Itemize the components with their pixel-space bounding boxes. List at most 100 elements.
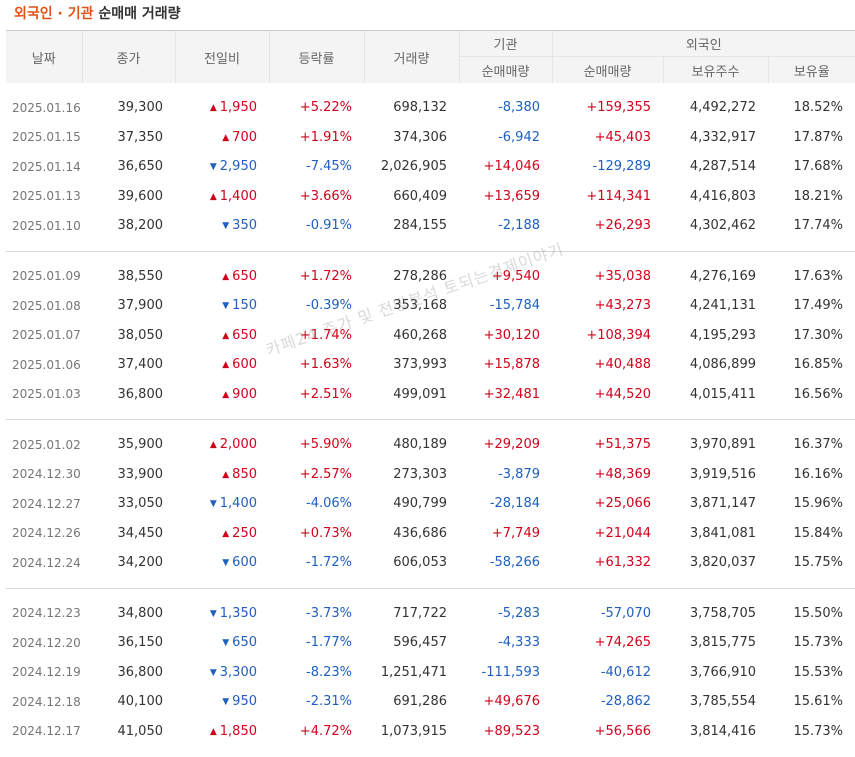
cell-inst: +49,676: [483, 694, 540, 710]
cell-shares: 4,287,514: [689, 159, 756, 175]
triangle-up-icon: ▲: [209, 191, 217, 202]
cell-ratio: 15.73%: [793, 723, 844, 739]
cell-frn: +35,038: [594, 268, 651, 284]
cell-frn: -57,070: [600, 605, 651, 621]
table-row: 2025.01.06 37,400 ▲ 600 +1.63% 373,993 +15,878…: [6, 350, 855, 380]
cell-volume: 278,286: [393, 268, 447, 284]
cell-shares: 3,814,416: [689, 723, 756, 739]
header-institution: 기관: [458, 30, 552, 57]
cell-date: 2024.12.19: [12, 665, 81, 680]
cell-date: 2024.12.27: [12, 496, 81, 511]
triangle-down-icon: ▼: [209, 499, 217, 510]
cell-shares: 3,785,554: [689, 694, 756, 710]
triangle-down-icon: ▼: [209, 608, 217, 619]
cell-ratio: 15.84%: [793, 525, 844, 541]
cell-change: ▲ 600: [175, 350, 269, 380]
cell-close: 39,300: [117, 100, 164, 116]
cell-frn: +108,394: [586, 327, 651, 343]
cell-change: ▼ 150: [175, 291, 269, 321]
cell-close: 34,450: [117, 525, 164, 541]
cell-rate: +3.66%: [299, 188, 352, 204]
cell-frn: +45,403: [594, 129, 651, 145]
cell-change: ▲ 250: [175, 519, 269, 549]
cell-volume: 499,091: [393, 386, 447, 402]
cell-inst: -28,184: [489, 496, 540, 512]
cell-volume: 353,168: [393, 298, 447, 314]
table-row: 2025.01.15 37,350 ▲ 700 +1.91% 374,306 -6,942 +…: [6, 123, 855, 153]
page-title: 외국인 · 기관 순매매 거래량: [14, 4, 181, 24]
cell-ratio: 16.16%: [793, 466, 844, 482]
cell-close: 36,150: [117, 635, 164, 651]
cell-shares: 3,758,705: [689, 605, 756, 621]
cell-volume: 1,251,471: [380, 664, 447, 680]
cell-ratio: 18.52%: [793, 100, 844, 116]
cell-volume: 480,189: [393, 437, 447, 453]
cell-frn: -129,289: [592, 159, 651, 175]
cell-frn: +51,375: [594, 437, 651, 453]
cell-date: 2024.12.23: [12, 606, 81, 621]
cell-rate: -4.06%: [306, 496, 352, 512]
cell-ratio: 16.85%: [793, 357, 844, 373]
cell-date: 2025.01.09: [12, 269, 81, 284]
cell-close: 38,550: [117, 268, 164, 284]
table-row: 2024.12.27 33,050 ▼ 1,400 -4.06% 490,799 -28,1…: [6, 489, 855, 519]
table-row: 2025.01.09 38,550 ▲ 650 +1.72% 278,286 +9,540 +…: [6, 262, 855, 292]
cell-inst: +89,523: [483, 723, 540, 739]
cell-frn: +48,369: [594, 466, 651, 482]
cell-date: 2024.12.30: [12, 467, 81, 482]
cell-volume: 436,686: [393, 525, 447, 541]
cell-change: ▲ 2,000: [175, 430, 269, 460]
header-date: 날짜: [6, 30, 82, 83]
cell-volume: 2,026,905: [380, 159, 447, 175]
cell-frn: +74,265: [594, 635, 651, 651]
cell-volume: 717,722: [393, 605, 447, 621]
cell-shares: 3,841,081: [689, 525, 756, 541]
cell-change: ▲ 1,400: [175, 182, 269, 212]
change-value: 1,400: [219, 188, 257, 204]
change-value: 1,400: [219, 496, 257, 512]
triangle-down-icon: ▼: [209, 162, 217, 173]
cell-date: 2025.01.10: [12, 218, 81, 233]
cell-shares: 3,766,910: [689, 664, 756, 680]
cell-change: ▲ 1,950: [175, 93, 269, 123]
cell-shares: 4,241,131: [689, 298, 756, 314]
triangle-up-icon: ▲: [222, 528, 230, 539]
cell-frn: -40,612: [600, 664, 651, 680]
triangle-up-icon: ▲: [222, 271, 230, 282]
change-value: 600: [232, 555, 257, 571]
cell-date: 2025.01.15: [12, 130, 81, 145]
cell-frn: +43,273: [594, 298, 651, 314]
cell-change: ▼ 2,950: [175, 152, 269, 182]
table-row: 2024.12.30 33,900 ▲ 850 +2.57% 273,303 -3,879 +…: [6, 460, 855, 490]
table-row: 2024.12.23 34,800 ▼ 1,350 -3.73% 717,722 -5,28…: [6, 599, 855, 629]
cell-close: 37,400: [117, 357, 164, 373]
cell-inst: -111,593: [481, 664, 540, 680]
cell-shares: 3,919,516: [689, 466, 756, 482]
change-value: 150: [232, 298, 257, 314]
cell-inst: -8,380: [498, 100, 540, 116]
header-foreign-ratio: 보유율: [767, 56, 855, 83]
cell-close: 36,650: [117, 159, 164, 175]
cell-ratio: 16.56%: [793, 386, 844, 402]
cell-date: 2024.12.26: [12, 526, 81, 541]
cell-frn: +56,566: [594, 723, 651, 739]
cell-rate: -2.31%: [306, 694, 352, 710]
cell-close: 41,050: [117, 723, 164, 739]
triangle-down-icon: ▼: [222, 221, 230, 232]
cell-close: 38,200: [117, 218, 164, 234]
cell-change: ▼ 1,350: [175, 599, 269, 629]
cell-inst: +15,878: [483, 357, 540, 373]
cell-close: 34,800: [117, 605, 164, 621]
cell-frn: +25,066: [594, 496, 651, 512]
header-volume: 거래량: [363, 30, 459, 83]
cell-rate: -1.77%: [306, 635, 352, 651]
triangle-up-icon: ▲: [209, 726, 217, 737]
cell-inst: -58,266: [489, 555, 540, 571]
cell-ratio: 17.63%: [793, 268, 844, 284]
cell-rate: -7.45%: [306, 159, 352, 175]
cell-close: 38,050: [117, 327, 164, 343]
cell-frn: +61,332: [594, 555, 651, 571]
header-rate: 등락률: [268, 30, 364, 83]
cell-frn: +44,520: [594, 386, 651, 402]
cell-ratio: 15.75%: [793, 555, 844, 571]
